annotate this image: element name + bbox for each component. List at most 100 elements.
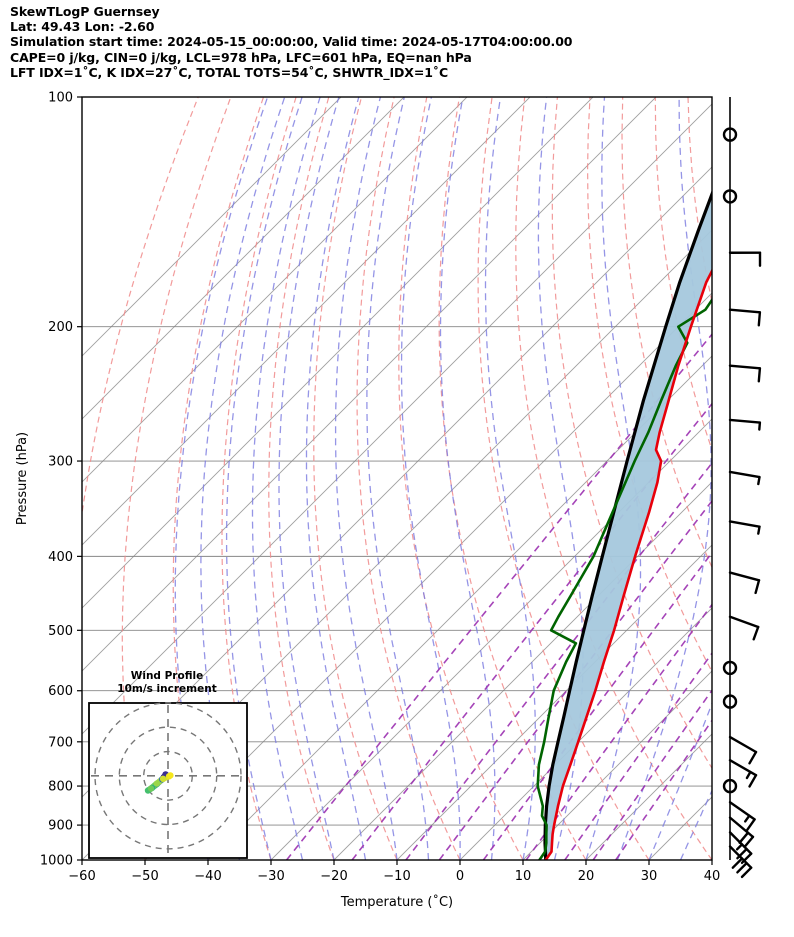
barb-full (757, 311, 762, 327)
wind-barb (728, 418, 762, 431)
dry-adiabat-line (721, 97, 794, 860)
wind-barb (728, 845, 753, 879)
mixing-ratio-line (615, 719, 712, 860)
dry-adiabat-line (313, 97, 398, 860)
pressure-tick-label: 500 (48, 624, 73, 639)
dry-adiabat-line (221, 97, 297, 860)
pressure-tick-label: 400 (48, 550, 73, 565)
wind-barb (728, 308, 762, 327)
barb-full (731, 857, 744, 869)
header-block: SkewTLogP Guernsey Lat: 49.43 Lon: -2.60… (10, 4, 770, 80)
wind-barb-calm-circle (722, 660, 738, 676)
moist-adiabat-line (305, 97, 367, 860)
mixing-ratio-line (564, 651, 712, 860)
cape-shading-group (545, 194, 712, 860)
barb-full (752, 625, 760, 641)
dry-adiabat-line (82, 97, 199, 860)
barb-staff (728, 816, 755, 839)
barb-staff (728, 470, 761, 479)
isotherm-line (396, 544, 712, 860)
dry-adiabat-line (356, 97, 461, 860)
inset-title-line1: Wind Profile (131, 670, 203, 682)
barb-full (748, 750, 758, 765)
isotherm-line (82, 97, 657, 672)
barb-full (740, 852, 753, 864)
wind-barb (728, 470, 761, 486)
barb-half (757, 475, 761, 486)
inset-title-line2: 10m/s increment (117, 683, 216, 695)
isotherm-line (522, 670, 712, 860)
temperature-tick-label: 30 (641, 869, 658, 884)
hodograph-point (167, 772, 174, 779)
dewpoint-curve (536, 297, 712, 860)
wind-barb-column (722, 97, 762, 879)
moist-adiabat-line (484, 97, 536, 860)
hodograph-point (147, 785, 155, 792)
barb-staff (728, 364, 762, 370)
barb-half (758, 421, 762, 431)
wind-barb (728, 801, 756, 832)
hodograph-point (153, 780, 160, 787)
pressure-tick-label: 800 (48, 780, 73, 795)
pressure-tick-label: 600 (48, 684, 73, 699)
isotherm-line (82, 97, 468, 483)
barb-staff (728, 615, 760, 629)
wind-barb-calm-circle (722, 189, 738, 204)
barb-full (754, 579, 761, 595)
barb-full (738, 831, 750, 844)
dry-adiabat-line (515, 97, 712, 860)
wind-barb (728, 735, 758, 765)
wind-barb-calm-circle (722, 778, 738, 794)
barb-half (745, 770, 752, 780)
moist-adiabat-line (400, 97, 461, 860)
wind-barb (728, 816, 755, 849)
moist-adiabat-line (585, 97, 642, 860)
temperature-tick-label: −30 (257, 869, 284, 884)
dry-adiabat-line (551, 97, 712, 770)
mixing-ratio-line (405, 461, 712, 860)
hodograph-point (159, 775, 167, 782)
temperature-curve (544, 268, 712, 860)
isotherm-line (207, 355, 712, 860)
barb-full (743, 835, 755, 849)
dry-adiabat-line (786, 97, 794, 860)
barb-half (744, 814, 751, 823)
moist-adiabat-line (366, 97, 430, 860)
isotherm-line (82, 97, 594, 609)
isotherm-line (459, 607, 712, 860)
y-axis-label: Pressure (hPa) (15, 432, 30, 525)
barb-staff (728, 520, 761, 528)
hodograph-ring (118, 726, 218, 826)
wind-barb (728, 364, 762, 383)
barb-staff (728, 308, 762, 314)
temperature-tick-label: 20 (578, 869, 595, 884)
header-title: SkewTLogP Guernsey (10, 4, 160, 19)
mixing-ratio-line (351, 402, 712, 860)
wind-barb (728, 251, 762, 267)
barb-half (757, 525, 761, 535)
barb-full (736, 861, 748, 874)
header-cape-line: CAPE=0 j/kg, CIN=0 j/kg, LCL=978 hPa, LF… (10, 49, 472, 65)
pressure-tick-label: 100 (48, 91, 73, 106)
barb-full (740, 866, 753, 879)
isotherm-line (144, 292, 712, 860)
temperature-tick-label: −60 (68, 869, 95, 884)
temperature-tick-label: 0 (456, 869, 464, 884)
isotherm-line (82, 97, 405, 420)
barb-staff (728, 801, 756, 821)
temperature-tick-label: 10 (515, 869, 532, 884)
isotherm-line (711, 859, 712, 860)
wind-barb (728, 520, 761, 535)
temperature-tick-label: −50 (131, 869, 158, 884)
isotherm-line (82, 103, 712, 735)
moist-adiabat-line (334, 97, 398, 860)
wind-barb (728, 615, 760, 641)
temperature-tick-label: −20 (320, 869, 347, 884)
barb-full (745, 818, 756, 832)
barb-staff (728, 759, 758, 777)
barb-half (735, 843, 744, 851)
isotherm-line (333, 481, 712, 860)
